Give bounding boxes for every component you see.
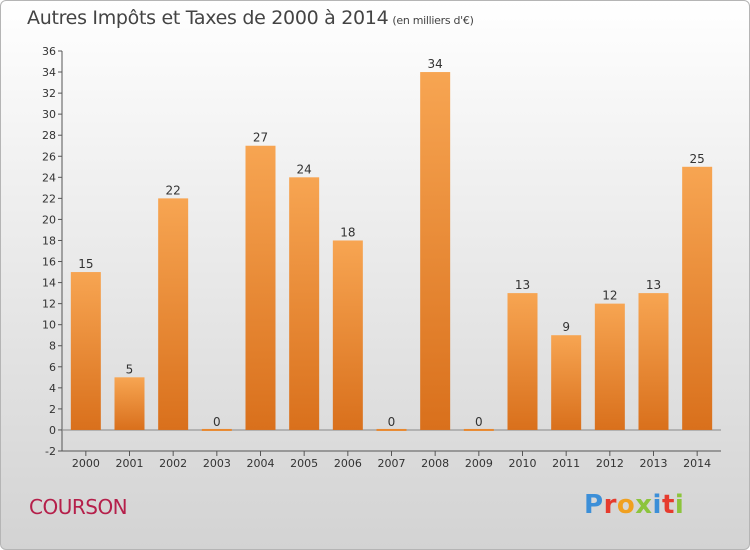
x-tick-label: 2009 (465, 457, 493, 470)
bar (420, 72, 451, 430)
y-tick-label: 28 (42, 129, 56, 142)
y-tick-label: 26 (42, 150, 56, 163)
x-tick-label: 2008 (421, 457, 449, 470)
bar (463, 428, 494, 431)
x-tick-label: 2001 (116, 457, 144, 470)
logo-letter: i (652, 490, 662, 520)
logo-letter: o (616, 490, 636, 520)
x-tick-label: 2006 (334, 457, 362, 470)
y-tick-label: 12 (42, 298, 56, 311)
x-tick-label: 2003 (203, 457, 231, 470)
bar-value-label: 18 (340, 225, 355, 239)
y-tick-label: 16 (42, 256, 56, 269)
y-tick-label: 34 (42, 66, 56, 79)
chart-title-text: Autres Impôts et Taxes de 2000 à 2014 (27, 7, 389, 29)
bar-value-label: 13 (515, 278, 530, 292)
x-tick-label: 2013 (640, 457, 668, 470)
bar (332, 240, 363, 430)
bar-value-label: 9 (562, 320, 570, 334)
bar-value-label: 24 (297, 162, 312, 176)
logo-letter: r (603, 490, 617, 520)
bar (551, 335, 582, 430)
bar-value-label: 0 (388, 415, 396, 429)
proxiti-logo: Proxiti (584, 490, 684, 520)
x-tick-label: 2010 (509, 457, 537, 470)
bar-value-label: 12 (602, 289, 617, 303)
bar (682, 166, 713, 430)
bar-value-label: 15 (78, 257, 93, 271)
y-tick-label: 20 (42, 213, 56, 226)
bar-value-label: 13 (646, 278, 661, 292)
x-tick-label: 2007 (378, 457, 406, 470)
bar-value-label: 0 (213, 415, 221, 429)
bar-value-label: 25 (690, 152, 705, 166)
logo-letter: i (674, 490, 685, 520)
bar-value-label: 22 (166, 183, 181, 197)
bar (376, 428, 407, 431)
bar (594, 303, 625, 430)
logo-letter: t (661, 490, 675, 520)
y-tick-label: 14 (42, 277, 56, 290)
y-tick-label: 18 (42, 234, 56, 247)
x-tick-label: 2005 (290, 457, 318, 470)
x-tick-label: 2004 (247, 457, 275, 470)
y-tick-label: 36 (42, 45, 56, 58)
bar-value-label: 34 (428, 57, 443, 71)
x-tick-label: 2000 (72, 457, 100, 470)
y-tick-label: 8 (49, 340, 56, 353)
chart-unit: (en milliers d'€) (392, 14, 474, 27)
bar-value-label: 0 (475, 415, 483, 429)
y-tick-label: 10 (42, 319, 56, 332)
y-tick-label: 4 (49, 382, 56, 395)
commune-name: COURSON (29, 495, 128, 519)
y-tick-label: -2 (45, 445, 56, 458)
bar (70, 272, 101, 430)
x-tick-label: 2002 (159, 457, 187, 470)
y-tick-label: 24 (42, 171, 56, 184)
x-tick-label: 2012 (596, 457, 624, 470)
y-tick-label: 6 (49, 361, 56, 374)
logo-letter: P (584, 490, 604, 520)
bar (289, 177, 320, 430)
bar (638, 293, 669, 430)
y-tick-label: 22 (42, 192, 56, 205)
bar (245, 145, 276, 430)
bar (114, 377, 145, 430)
bar (201, 428, 232, 431)
bar (507, 293, 538, 430)
chart-title: Autres Impôts et Taxes de 2000 à 2014 (en… (27, 7, 474, 29)
bar (158, 198, 189, 430)
bar-value-label: 5 (126, 362, 134, 376)
bar-value-label: 27 (253, 131, 268, 145)
logo-letter: x (635, 490, 653, 520)
y-tick-label: 2 (49, 403, 56, 416)
x-tick-label: 2011 (552, 457, 580, 470)
y-tick-label: 32 (42, 87, 56, 100)
y-tick-label: 30 (42, 108, 56, 121)
x-tick-label: 2014 (683, 457, 711, 470)
y-tick-label: 0 (49, 424, 56, 437)
